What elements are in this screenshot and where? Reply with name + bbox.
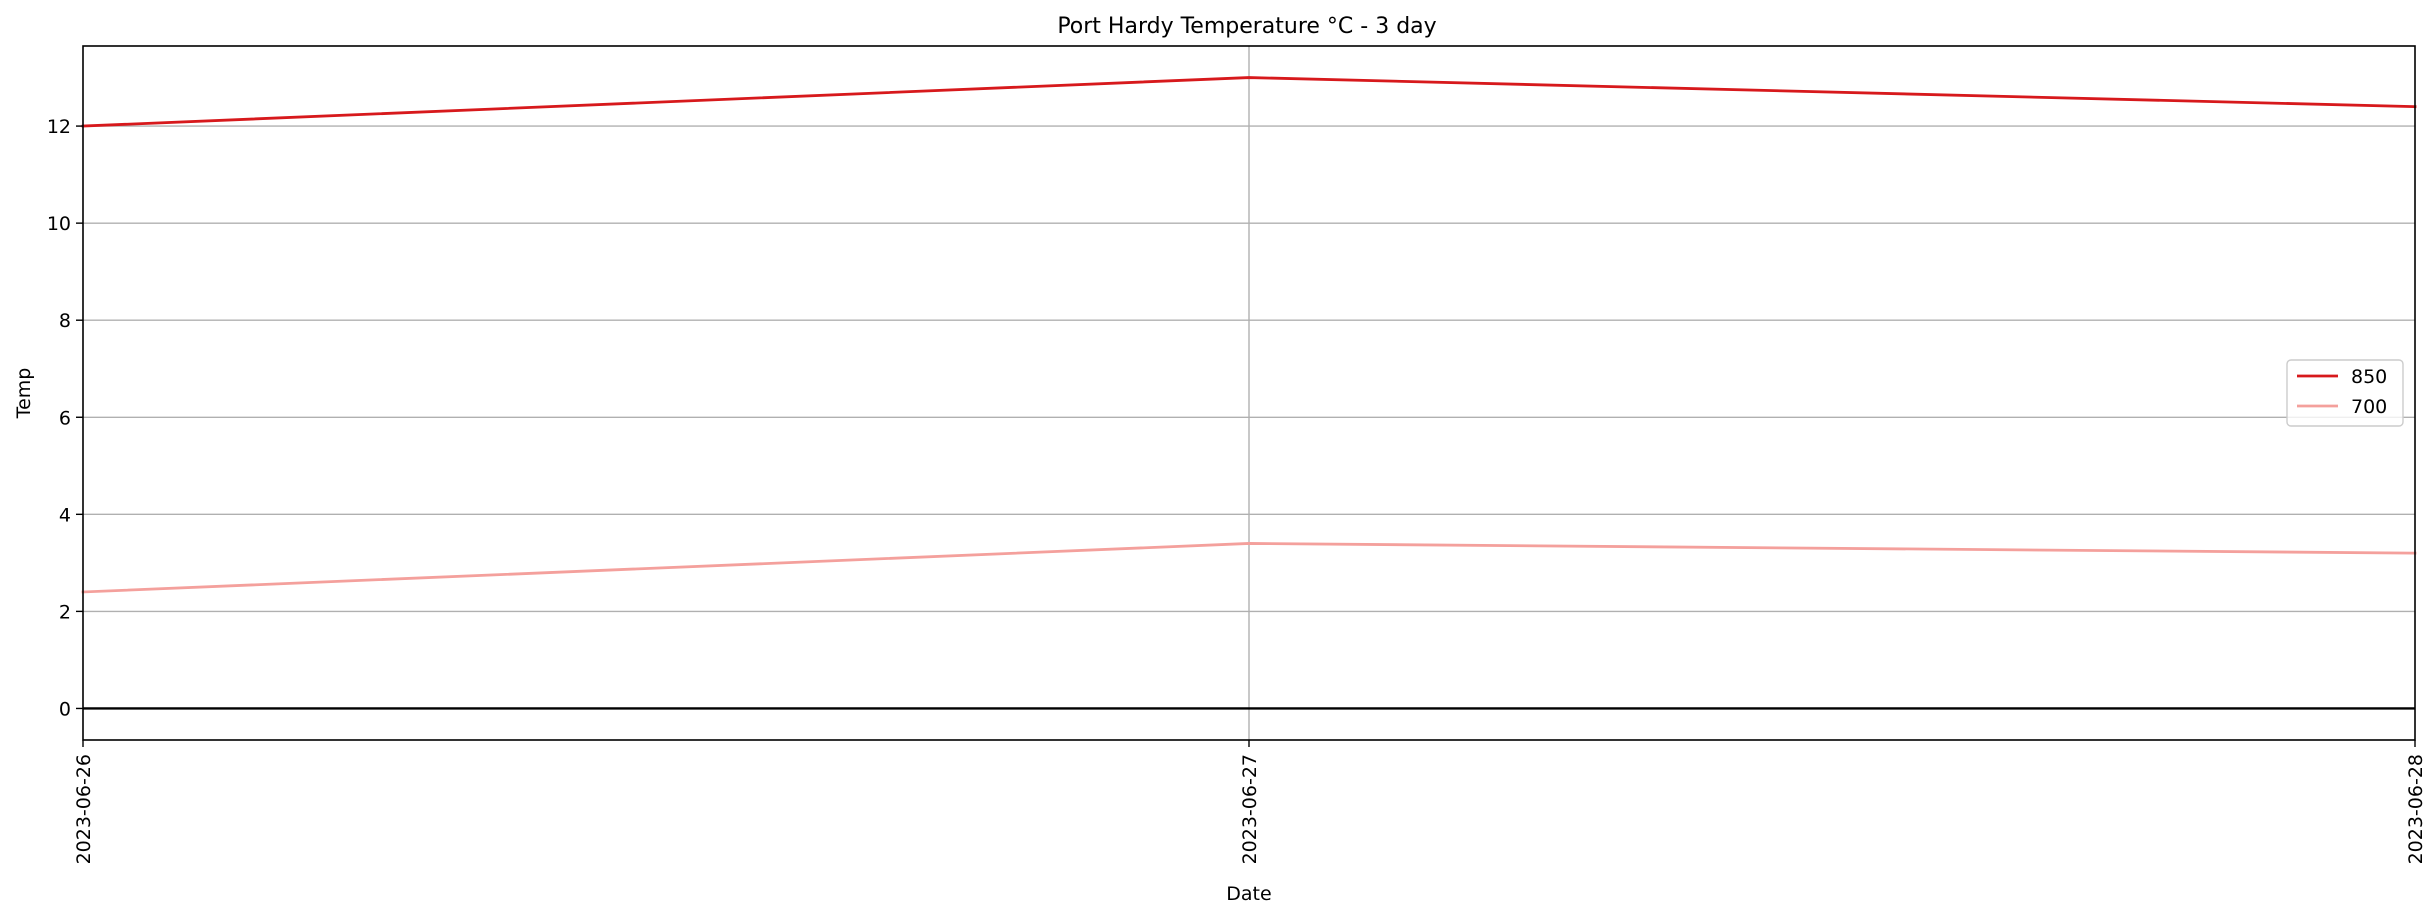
x-axis-label: Date <box>1226 883 1271 905</box>
series-line-850 <box>81 76 2417 128</box>
y-axis-ticks: 0 2 4 6 8 10 12 <box>47 116 83 720</box>
y-tick-label: 0 <box>59 698 71 720</box>
x-axis-ticks: 2023-06-26 2023-06-27 2023-06-28 <box>73 740 2427 864</box>
chart-title: Port Hardy Temperature °C - 3 day <box>1057 14 1436 39</box>
grid-lines <box>83 46 2415 740</box>
x-tick-label: 2023-06-28 <box>2405 754 2427 864</box>
series-line-700 <box>81 542 2417 594</box>
y-tick-label: 2 <box>59 601 71 623</box>
y-tick-label: 4 <box>59 504 71 526</box>
y-axis-label: Temp <box>13 368 35 420</box>
series-lines <box>81 76 2417 594</box>
legend-label-850: 850 <box>2351 366 2387 388</box>
x-tick-label: 2023-06-26 <box>73 754 95 864</box>
legend-label-700: 700 <box>2351 396 2387 418</box>
y-tick-label: 12 <box>47 116 71 138</box>
y-tick-label: 8 <box>59 310 71 332</box>
y-tick-label: 6 <box>59 407 71 429</box>
y-tick-label: 10 <box>47 213 71 235</box>
x-tick-label: 2023-06-27 <box>1239 754 1261 864</box>
